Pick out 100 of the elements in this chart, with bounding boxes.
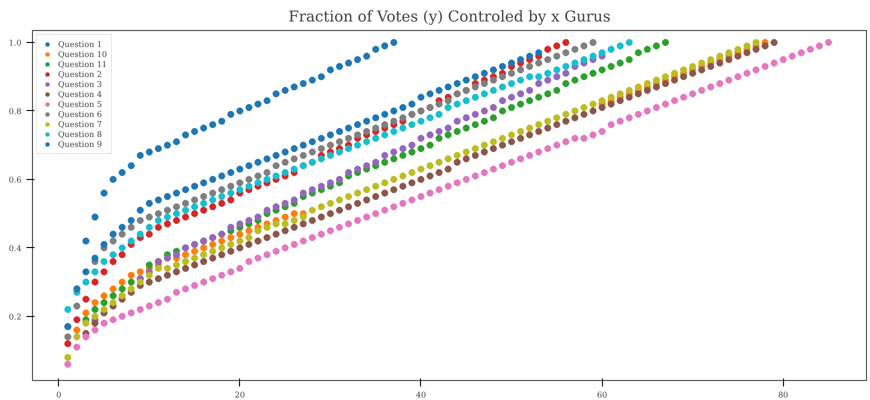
legend-label: Question 11 — [58, 59, 108, 69]
point — [110, 230, 117, 238]
y-tick-label: 1.0 — [8, 38, 22, 48]
point — [118, 251, 126, 258]
point — [308, 148, 316, 156]
point — [154, 210, 162, 218]
point — [426, 90, 434, 98]
point — [454, 80, 461, 88]
point — [345, 169, 352, 176]
point — [571, 46, 578, 53]
point — [191, 128, 198, 135]
point — [282, 148, 289, 156]
point — [308, 138, 316, 146]
point — [508, 94, 516, 101]
point — [526, 86, 534, 94]
point — [318, 182, 325, 190]
point — [118, 278, 126, 286]
point — [336, 176, 343, 183]
point — [182, 214, 190, 221]
point — [236, 179, 244, 186]
point — [526, 62, 534, 70]
point — [417, 134, 424, 142]
point — [172, 251, 180, 258]
point — [172, 203, 180, 210]
point — [128, 272, 135, 279]
x-tick-label: 0 — [56, 390, 62, 400]
point — [227, 234, 234, 242]
point — [535, 60, 542, 67]
point — [73, 302, 80, 310]
point — [381, 152, 388, 159]
legend-label: Question 7 — [58, 119, 102, 129]
point — [118, 230, 126, 238]
point — [544, 56, 552, 64]
point — [182, 186, 190, 194]
point — [236, 230, 244, 238]
point — [128, 216, 135, 224]
legend-label: Question 10 — [58, 49, 108, 59]
point — [390, 38, 398, 46]
point — [436, 100, 443, 108]
point — [236, 107, 244, 114]
point — [372, 46, 380, 53]
point — [209, 203, 216, 210]
legend-label: Question 1 — [58, 39, 102, 49]
point — [227, 196, 234, 204]
point — [146, 200, 153, 207]
x-tick-label: 20 — [234, 390, 245, 400]
point — [154, 196, 162, 204]
point — [354, 121, 362, 128]
point — [390, 148, 398, 156]
point — [399, 145, 406, 152]
point — [245, 216, 252, 224]
point — [146, 148, 153, 156]
point — [372, 158, 380, 166]
point — [363, 52, 370, 60]
point — [236, 220, 244, 228]
point — [172, 190, 180, 197]
point — [308, 186, 316, 194]
point — [381, 42, 388, 50]
point — [209, 176, 216, 183]
point — [100, 190, 108, 197]
point — [408, 142, 416, 149]
point — [590, 38, 597, 46]
legend-label: Question 9 — [58, 139, 102, 149]
point — [200, 206, 208, 214]
point — [209, 240, 216, 248]
point — [562, 70, 570, 77]
point — [254, 172, 262, 180]
point — [436, 128, 443, 135]
point — [110, 285, 117, 292]
point — [553, 42, 560, 50]
point — [480, 107, 488, 114]
point — [182, 200, 190, 207]
point — [164, 142, 171, 149]
chart-title: Fraction of Votes (y) Controled by x Gurus — [288, 8, 611, 26]
point — [490, 76, 497, 84]
point — [354, 166, 362, 173]
point — [535, 49, 542, 56]
point — [254, 214, 262, 221]
point — [227, 110, 234, 118]
point — [136, 152, 144, 159]
point — [245, 227, 252, 234]
point — [444, 83, 452, 90]
point — [200, 179, 208, 186]
point — [227, 169, 234, 176]
y-tick-label: 0.8 — [8, 106, 22, 116]
legend-label: Question 4 — [58, 89, 102, 99]
point — [426, 131, 434, 138]
point — [191, 196, 198, 204]
legend-label: Question 8 — [58, 129, 102, 139]
point — [272, 203, 280, 210]
point — [354, 131, 362, 138]
point — [354, 56, 362, 64]
point — [218, 186, 226, 194]
point — [544, 76, 552, 84]
point — [264, 155, 271, 162]
point — [326, 131, 334, 138]
point — [363, 162, 370, 170]
point — [164, 220, 171, 228]
point — [472, 110, 479, 118]
point — [110, 238, 117, 245]
